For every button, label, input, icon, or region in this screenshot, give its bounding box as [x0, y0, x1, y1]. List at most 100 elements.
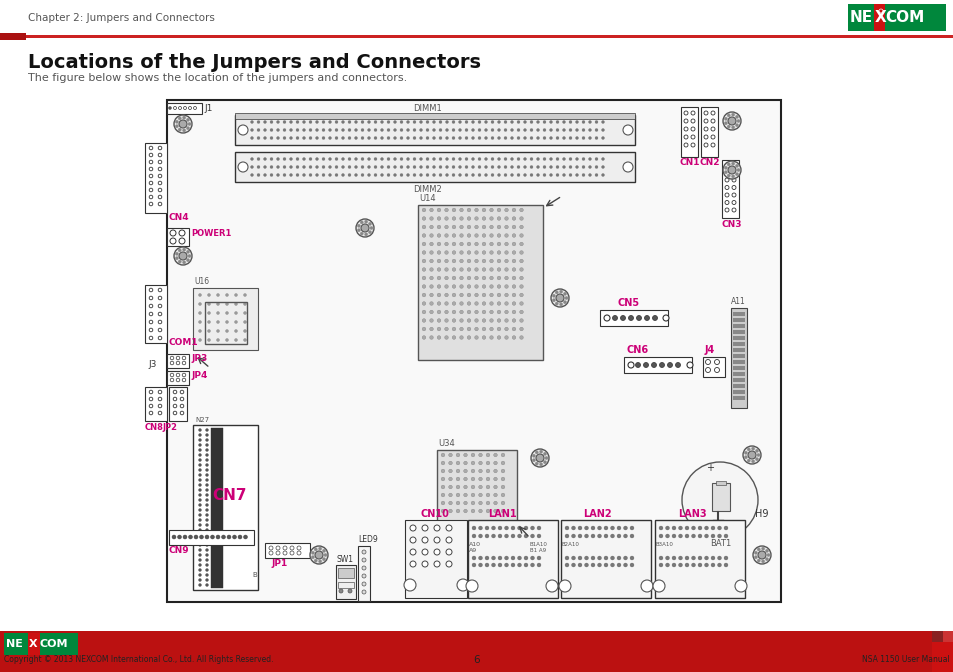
- Circle shape: [182, 362, 186, 365]
- Circle shape: [429, 302, 433, 305]
- Circle shape: [619, 315, 625, 321]
- Text: LAN3: LAN3: [677, 509, 705, 519]
- Circle shape: [731, 163, 735, 167]
- Circle shape: [302, 165, 305, 169]
- Circle shape: [478, 526, 482, 530]
- Circle shape: [419, 173, 422, 177]
- Circle shape: [183, 535, 187, 539]
- Circle shape: [491, 173, 494, 177]
- Circle shape: [348, 173, 351, 177]
- Circle shape: [205, 558, 209, 562]
- Bar: [145, 285, 167, 343]
- Circle shape: [497, 225, 500, 228]
- Circle shape: [158, 312, 162, 316]
- Circle shape: [734, 580, 746, 592]
- Circle shape: [484, 165, 487, 169]
- Circle shape: [328, 136, 331, 140]
- Circle shape: [251, 165, 253, 169]
- Circle shape: [549, 165, 552, 169]
- Circle shape: [489, 302, 493, 305]
- Circle shape: [517, 165, 519, 169]
- Circle shape: [532, 532, 535, 534]
- Circle shape: [491, 157, 494, 161]
- Circle shape: [590, 534, 595, 538]
- Circle shape: [519, 285, 523, 288]
- Circle shape: [703, 143, 707, 147]
- Circle shape: [530, 157, 533, 161]
- Circle shape: [703, 111, 707, 115]
- Circle shape: [283, 546, 287, 550]
- Circle shape: [318, 547, 321, 550]
- Circle shape: [263, 120, 266, 124]
- Circle shape: [158, 188, 162, 192]
- Circle shape: [149, 195, 152, 199]
- Circle shape: [269, 551, 273, 555]
- Circle shape: [198, 439, 201, 442]
- Circle shape: [684, 556, 688, 560]
- Circle shape: [603, 526, 607, 530]
- Bar: [205, 302, 247, 344]
- Circle shape: [251, 128, 253, 132]
- Circle shape: [481, 259, 485, 263]
- Circle shape: [270, 120, 273, 124]
- Bar: [721, 160, 739, 218]
- Circle shape: [671, 563, 676, 567]
- Circle shape: [595, 120, 598, 124]
- Circle shape: [723, 118, 726, 120]
- Circle shape: [486, 453, 489, 457]
- Circle shape: [489, 259, 493, 263]
- Circle shape: [436, 336, 440, 339]
- Circle shape: [432, 157, 435, 161]
- Circle shape: [186, 118, 190, 122]
- Circle shape: [188, 122, 191, 126]
- Circle shape: [445, 120, 448, 124]
- Circle shape: [491, 120, 494, 124]
- Circle shape: [595, 128, 598, 132]
- Circle shape: [335, 165, 337, 169]
- Circle shape: [448, 453, 452, 457]
- Circle shape: [489, 225, 493, 228]
- Circle shape: [581, 136, 584, 140]
- Circle shape: [328, 128, 331, 132]
- Circle shape: [671, 534, 676, 538]
- Circle shape: [536, 136, 539, 140]
- Bar: [211, 428, 223, 588]
- Circle shape: [243, 321, 246, 323]
- Circle shape: [724, 163, 728, 167]
- Circle shape: [489, 234, 493, 237]
- Circle shape: [683, 135, 687, 139]
- Circle shape: [463, 493, 467, 497]
- Bar: [732, 384, 744, 388]
- Circle shape: [714, 360, 719, 364]
- Bar: [169, 387, 187, 421]
- Circle shape: [445, 165, 448, 169]
- Text: LED9: LED9: [357, 535, 377, 544]
- Circle shape: [564, 526, 568, 530]
- Circle shape: [158, 390, 162, 394]
- Circle shape: [644, 315, 649, 321]
- Circle shape: [324, 554, 327, 556]
- Circle shape: [475, 336, 477, 339]
- Circle shape: [410, 525, 416, 531]
- Bar: [730, 308, 746, 408]
- Circle shape: [727, 166, 735, 174]
- Circle shape: [459, 319, 463, 323]
- Circle shape: [256, 128, 260, 132]
- Circle shape: [205, 523, 209, 526]
- Circle shape: [494, 509, 497, 513]
- Circle shape: [444, 216, 448, 220]
- Circle shape: [519, 234, 523, 237]
- Circle shape: [494, 461, 497, 465]
- Circle shape: [536, 157, 539, 161]
- Circle shape: [289, 173, 293, 177]
- Circle shape: [475, 302, 477, 305]
- Circle shape: [494, 453, 497, 457]
- Circle shape: [158, 167, 162, 171]
- Circle shape: [467, 242, 471, 246]
- Circle shape: [530, 526, 534, 530]
- Circle shape: [335, 136, 337, 140]
- Circle shape: [149, 320, 152, 324]
- Circle shape: [500, 453, 504, 457]
- Circle shape: [419, 136, 422, 140]
- Circle shape: [481, 267, 485, 271]
